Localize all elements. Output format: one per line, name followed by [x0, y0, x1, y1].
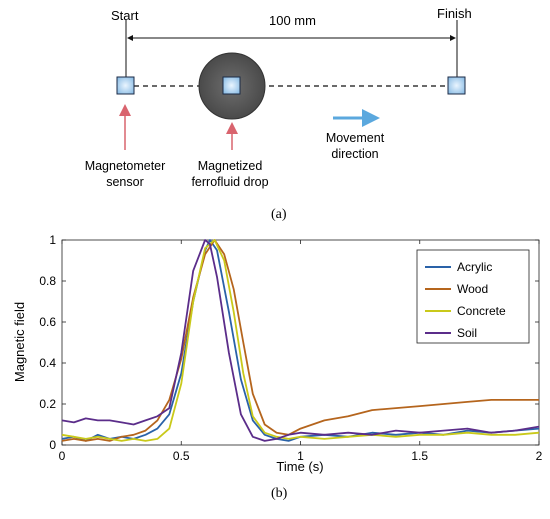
start-label: Start	[111, 8, 139, 23]
movement-label-line1: Movement	[326, 131, 385, 145]
drop-label-line1: Magnetized	[198, 159, 263, 173]
finish-square	[447, 76, 466, 95]
drop-label-line2: ferrofluid drop	[191, 175, 268, 189]
series-line-soil	[61, 239, 540, 442]
chart-panel-b: 0 0.5 1 1.5 2 0 0.2 0.4 0.6 0.8 1 Time (s) Magnet…	[12, 233, 543, 501]
x-axis: 0 0.5 1 1.5 2	[59, 240, 543, 463]
x-tick-label: 2	[536, 449, 543, 463]
series-line-wood	[61, 239, 539, 442]
y-tick-label: 0.4	[39, 356, 56, 370]
y-tick-label: 0	[49, 438, 56, 452]
legend-label-soil: Soil	[457, 326, 477, 340]
y-axis: 0 0.2 0.4 0.6 0.8 1	[39, 233, 539, 452]
panel-a-diagram: Start Finish 100 mm Magnetometer sensor …	[85, 6, 472, 222]
x-tick-label: 0	[59, 449, 66, 463]
x-axis-label: Time (s)	[276, 459, 323, 474]
y-tick-label: 0.6	[39, 315, 56, 329]
series-lines	[61, 239, 540, 442]
x-tick-label: 1.5	[411, 449, 428, 463]
distance-label: 100 mm	[269, 13, 316, 28]
series-line-concrete	[61, 239, 540, 442]
legend-label-concrete: Concrete	[457, 304, 506, 318]
x-tick-label: 1	[297, 449, 304, 463]
legend-label-wood: Wood	[457, 282, 488, 296]
finish-label: Finish	[437, 6, 472, 21]
y-tick-label: 1	[49, 233, 56, 247]
y-tick-label: 0.8	[39, 274, 56, 288]
movement-label-line2: direction	[331, 147, 378, 161]
x-tick-label: 0.5	[173, 449, 190, 463]
y-axis-label: Magnetic field	[12, 302, 27, 382]
legend: Acrylic Wood Concrete Soil	[416, 249, 530, 344]
panel-b-label: (b)	[271, 486, 288, 501]
sensor-drop-square	[222, 76, 241, 95]
sensor-label-line1: Magnetometer	[85, 159, 166, 173]
sensor-label-line2: sensor	[106, 175, 144, 189]
legend-label-acrylic: Acrylic	[457, 260, 492, 274]
y-tick-label: 0.2	[39, 397, 56, 411]
panel-a-label: (a)	[271, 207, 287, 222]
sensor-start-square	[116, 76, 135, 95]
legend-box	[416, 249, 530, 344]
